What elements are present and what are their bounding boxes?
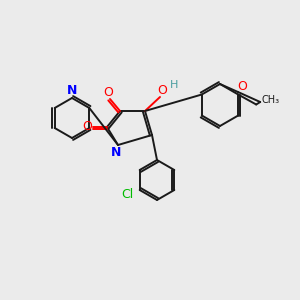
Text: H: H <box>170 80 178 90</box>
Text: Cl: Cl <box>122 188 134 200</box>
Text: CH₃: CH₃ <box>261 95 279 105</box>
Text: N: N <box>67 85 77 98</box>
Text: O: O <box>82 121 92 134</box>
Text: O: O <box>103 86 113 100</box>
Text: O: O <box>157 85 167 98</box>
Text: O: O <box>237 80 247 94</box>
Text: N: N <box>111 146 121 160</box>
